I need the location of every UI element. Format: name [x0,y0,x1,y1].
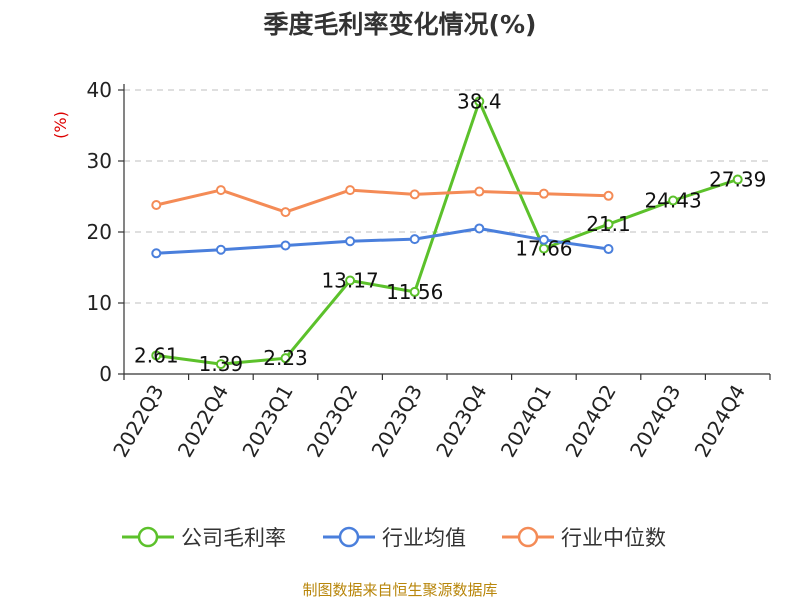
series-group [151,223,614,259]
data-label: 2.61 [134,343,179,367]
data-label: 13.17 [321,268,378,292]
data-point [280,207,291,218]
x-tick-label: 2024Q2 [560,381,620,462]
data-point [603,190,614,201]
legend-marker [137,526,159,548]
series-line [155,188,609,214]
y-tick-label: 40 [87,78,112,102]
data-point [474,96,485,107]
data-label: 24.43 [644,189,701,213]
series-line [156,99,739,366]
y-tick-label: 10 [87,291,112,315]
data-point [345,275,356,286]
data-label: 1.39 [199,352,244,376]
y-tick-label: 20 [87,220,112,244]
data-label: 2.23 [263,346,308,370]
x-tick-label: 2024Q1 [496,381,556,462]
data-point [409,286,420,297]
data-point [409,234,420,245]
series-group [151,96,743,370]
grid-lines [124,89,770,304]
x-tick-label: 2024Q4 [690,381,750,462]
data-label: 17.66 [515,237,572,261]
series-line [156,227,609,255]
data-point [345,236,356,247]
legend-marker [338,526,360,548]
data-point [280,353,291,364]
data-point [668,195,679,206]
data-point [474,223,485,234]
data-labels: 2.61 1.39 2.23 13.17 11.56 38.4 17.66 21.1 24.43… [134,89,766,376]
data-label: 38.4 [457,89,502,113]
data-point [215,244,226,255]
data-point [151,350,162,361]
data-label: 27.39 [709,168,766,192]
legend-label: 行业中位数 [561,526,666,550]
data-point [603,219,614,230]
data-label: 11.56 [386,280,443,304]
data-point [345,185,356,196]
data-point [151,248,162,259]
y-axis-unit-label: (%) [51,111,70,139]
data-point [603,244,614,255]
y-tick-label: 30 [87,149,112,173]
x-tick-label: 2022Q3 [108,381,168,462]
data-point [538,234,549,245]
series-group [151,185,614,218]
legend: 公司毛利率 行业均值 行业中位数 [122,526,666,550]
x-tick-label: 2022Q4 [173,381,233,462]
legend-marker [517,526,539,548]
data-point [409,189,420,200]
series-lines [151,96,743,370]
data-point [215,185,226,196]
data-point [474,186,485,197]
data-point [151,200,162,211]
chart-title: 季度毛利率变化情况(%) [264,10,537,39]
legend-item: 行业均值 [323,526,466,550]
data-point [215,359,226,370]
data-point [732,174,743,185]
legend-label: 行业均值 [382,526,466,550]
x-tick-label: 2023Q2 [302,381,362,462]
x-tick-label: 2023Q1 [237,381,297,462]
x-tick-label: 2023Q4 [431,381,491,462]
legend-item: 公司毛利率 [122,526,286,550]
legend-item: 行业中位数 [502,526,666,550]
y-tick-label: 0 [99,362,112,386]
data-point [280,240,291,251]
x-tick-label: 2024Q3 [625,381,685,462]
data-label: 21.1 [586,212,631,236]
source-note: 制图数据来自恒生聚源数据库 [302,581,497,599]
legend-label: 公司毛利率 [181,526,286,550]
x-tick-label: 2023Q3 [367,381,427,462]
data-point [538,188,549,199]
